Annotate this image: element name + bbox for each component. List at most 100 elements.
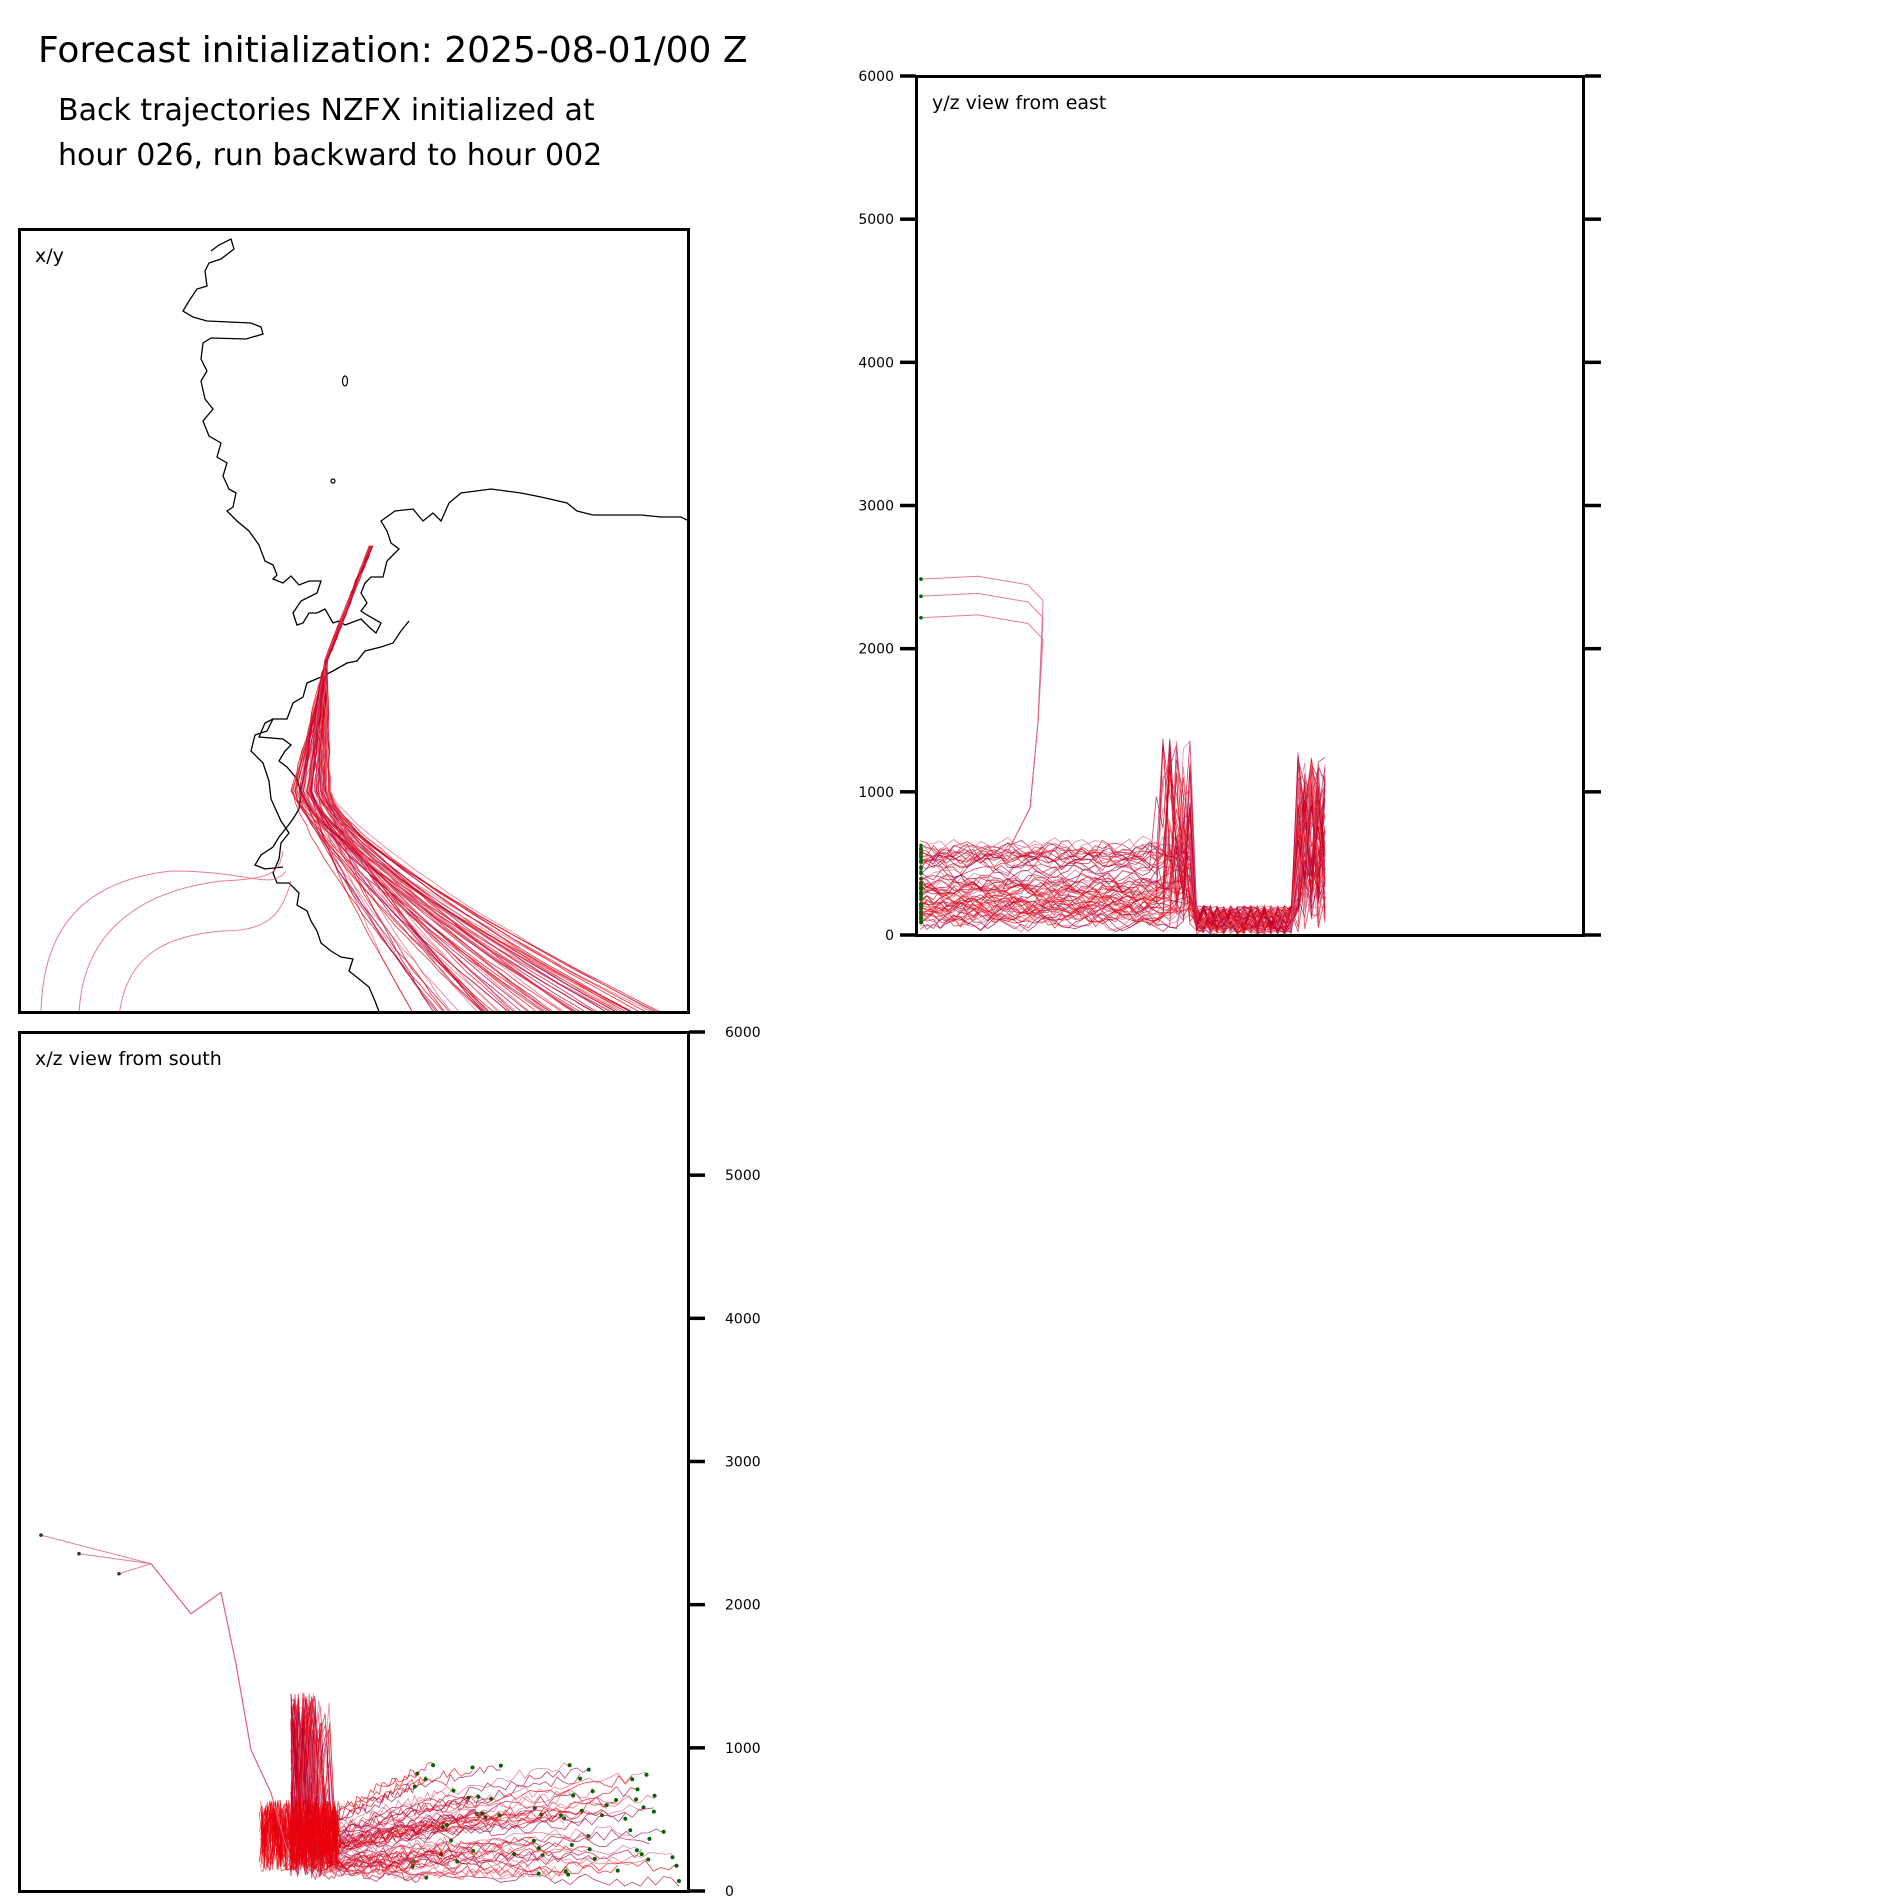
start-marker (919, 894, 923, 899)
panel-yz-plot-area (919, 575, 1326, 934)
trajectory-xy (295, 545, 494, 1011)
coastline (250, 620, 410, 1011)
trajectory-xy (301, 545, 501, 1011)
trajectory-yz (919, 774, 1326, 931)
trajectory-yz (919, 772, 1326, 929)
start-marker (641, 1805, 646, 1810)
start-marker (615, 1868, 620, 1873)
start-marker (919, 615, 923, 620)
yz-left-tick-label: 5000 (858, 212, 894, 228)
start-marker (647, 1836, 652, 1841)
start-marker (919, 855, 923, 859)
trajectory-xz (290, 1705, 626, 1872)
start-marker (39, 1013, 43, 1014)
start-marker (639, 1852, 644, 1857)
trajectory-xy (309, 545, 413, 1011)
start-marker (587, 1847, 592, 1852)
trajectory-yz (919, 614, 1044, 852)
yz-left-tick-label: 6000 (858, 69, 894, 85)
start-marker (640, 1013, 644, 1014)
start-marker (526, 1013, 530, 1014)
yz-panel-label: y/z view from east (932, 92, 1107, 114)
start-marker (604, 1013, 608, 1014)
start-marker (919, 870, 923, 874)
start-marker (566, 1872, 571, 1877)
start-marker (586, 1767, 591, 1772)
trajectory-yz (919, 592, 1044, 852)
start-marker (919, 891, 923, 896)
trajectory-xz (261, 1801, 338, 1872)
start-marker (631, 1013, 635, 1014)
start-marker (117, 1013, 121, 1014)
start-marker (512, 1013, 516, 1014)
start-marker (534, 1013, 538, 1014)
start-marker (579, 1013, 583, 1014)
start-marker (446, 1013, 450, 1014)
trajectory-yz (919, 760, 1326, 934)
start-marker (498, 1763, 503, 1768)
trajectory-xy (321, 545, 516, 1011)
start-marker (634, 1848, 639, 1853)
start-marker (559, 1013, 563, 1014)
start-marker (514, 1013, 518, 1014)
start-marker (571, 1793, 576, 1798)
figure-subtitle: Back trajectories NZFX initialized at ho… (58, 88, 602, 178)
start-marker (533, 1013, 537, 1014)
start-marker (567, 1013, 571, 1014)
start-marker (634, 1797, 638, 1802)
start-marker (485, 1013, 489, 1014)
trajectory-xz (290, 1740, 607, 1870)
xz-right-tick-label: 2000 (725, 1598, 761, 1614)
trajectory-xz (290, 1729, 664, 1857)
start-marker (646, 1857, 651, 1862)
yz-left-tick-label: 1000 (858, 785, 894, 801)
trajectory-xz (290, 1726, 569, 1881)
start-marker (413, 1013, 417, 1014)
trajectory-xy (313, 545, 660, 1011)
start-marker (639, 1013, 643, 1014)
island (341, 375, 349, 387)
start-marker (487, 1013, 491, 1014)
start-marker (549, 1013, 553, 1014)
start-marker (919, 858, 923, 863)
start-marker (613, 1013, 617, 1014)
trajectory-yz (919, 821, 1326, 934)
trajectory-xz (261, 1801, 338, 1872)
trajectory-yz (919, 799, 1326, 934)
xy-panel-label: x/y (35, 245, 64, 267)
start-marker (518, 1013, 522, 1014)
trajectory-yz (919, 785, 1326, 933)
start-marker (414, 1013, 418, 1014)
start-marker (498, 1013, 502, 1014)
start-marker (536, 1871, 541, 1876)
start-marker (485, 1013, 489, 1014)
start-marker (674, 1863, 679, 1868)
start-marker (541, 1013, 545, 1014)
start-marker (623, 1816, 628, 1821)
trajectory-xy (119, 880, 292, 1011)
trajectory-xy (308, 545, 616, 1011)
xz-right-tick-label: 4000 (725, 1311, 761, 1327)
trajectory-xz (118, 1563, 292, 1865)
start-marker (648, 1013, 652, 1014)
start-marker (451, 1788, 456, 1793)
start-marker (583, 1013, 587, 1014)
trajectory-xy (78, 850, 284, 1011)
start-marker (582, 1013, 586, 1014)
trajectory-xy (294, 545, 630, 1011)
trajectory-xy (296, 545, 633, 1011)
start-marker (613, 1013, 617, 1014)
trajectory-xz (290, 1738, 539, 1880)
start-marker (638, 1013, 642, 1014)
trajectory-xz (290, 1692, 590, 1868)
trajectory-xy (318, 545, 445, 1011)
yz-left-tick-label: 4000 (858, 355, 894, 371)
yz-left-tick-label: 0 (885, 928, 894, 944)
start-marker (470, 1765, 475, 1770)
start-marker (666, 1013, 670, 1014)
xz-panel-label: x/z view from south (35, 1048, 222, 1070)
trajectory-xy (40, 870, 287, 1011)
trajectory-yz (919, 743, 1326, 929)
start-marker (501, 1013, 505, 1014)
